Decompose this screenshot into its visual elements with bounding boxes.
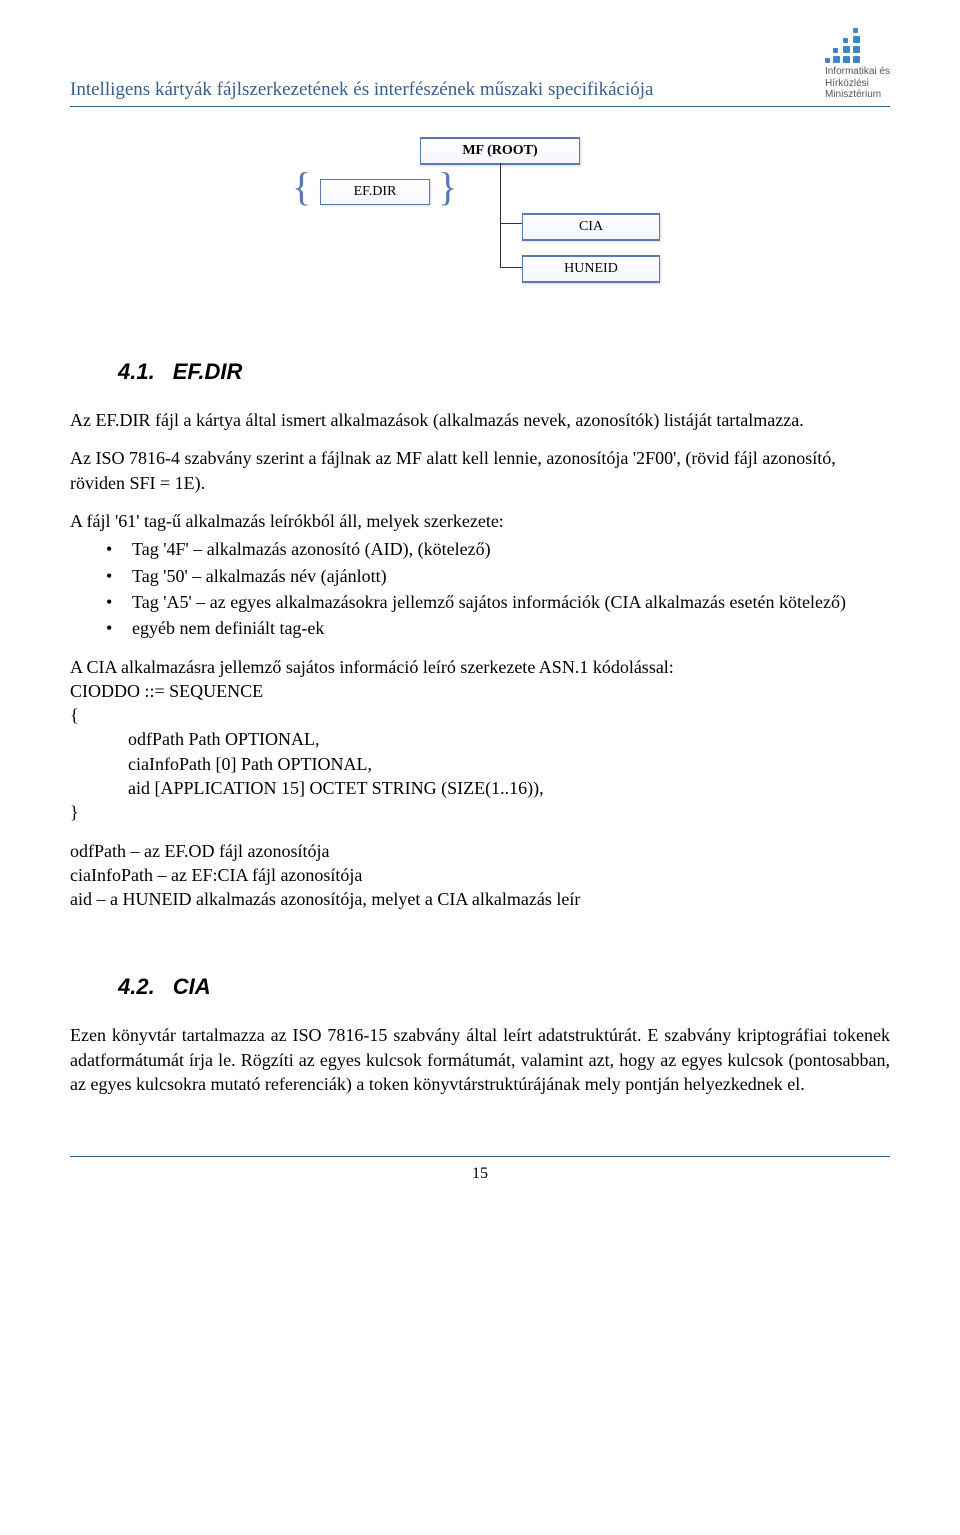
code-line: CIODDO ::= SEQUENCE: [70, 681, 263, 701]
section-4-2-heading: 4.2. CIA: [118, 972, 890, 1002]
brace-left-icon: {: [292, 167, 311, 207]
logo-dots-icon: [825, 28, 860, 63]
list-item: Tag '4F' – alkalmazás azonosító (AID), (…: [106, 537, 890, 561]
section-4-1-heading: 4.1. EF.DIR: [118, 357, 890, 387]
section-4-2-number: 4.2.: [118, 974, 155, 999]
logo: Informatikai és Hírközlési Minisztérium: [825, 28, 890, 101]
paragraph: odfPath – az EF.OD fájl azonosítója: [70, 839, 890, 863]
diagram-node-huneid: HUNEID: [522, 255, 660, 284]
diagram-node-efdir: EF.DIR: [320, 179, 430, 206]
section-4-1-title: EF.DIR: [173, 359, 243, 384]
logo-text-2: Hírközlési: [825, 78, 890, 90]
page-footer: 15: [70, 1156, 890, 1185]
file-structure-diagram: MF (ROOT) { EF.DIR } CIA HUNEID: [70, 137, 890, 317]
code-line: odfPath Path OPTIONAL,: [70, 727, 890, 751]
page-title: Intelligens kártyák fájlszerkezetének és…: [70, 77, 653, 103]
page-header: Intelligens kártyák fájlszerkezetének és…: [70, 28, 890, 107]
paragraph: ciaInfoPath – az EF:CIA fájl azonosítója: [70, 863, 890, 887]
paragraph: Ezen könyvtár tartalmazza az ISO 7816-15…: [70, 1023, 890, 1096]
brace-right-icon: }: [438, 167, 457, 207]
code-line: }: [70, 802, 79, 822]
paragraph: Az ISO 7816-4 szabvány szerint a fájlnak…: [70, 446, 890, 495]
paragraph: aid – a HUNEID alkalmazás azonosítója, m…: [70, 887, 890, 911]
paragraph: Az EF.DIR fájl a kártya által ismert alk…: [70, 408, 890, 432]
page-number: 15: [472, 1165, 488, 1182]
paragraph: A fájl '61' tag-ű alkalmazás leírókból á…: [70, 509, 890, 533]
code-line: ciaInfoPath [0] Path OPTIONAL,: [70, 752, 890, 776]
logo-text-1: Informatikai és: [825, 66, 890, 78]
section-4-2-title: CIA: [173, 974, 211, 999]
asn1-code: CIODDO ::= SEQUENCE { odfPath Path OPTIO…: [70, 679, 890, 825]
section-4-1-number: 4.1.: [118, 359, 155, 384]
list-item: Tag '50' – alkalmazás név (ajánlott): [106, 564, 890, 588]
paragraph: A CIA alkalmazásra jellemző sajátos info…: [70, 655, 890, 679]
code-line: aid [APPLICATION 15] OCTET STRING (SIZE(…: [70, 776, 890, 800]
code-line: {: [70, 705, 79, 725]
tag-list: Tag '4F' – alkalmazás azonosító (AID), (…: [106, 537, 890, 640]
diagram-node-root: MF (ROOT): [420, 137, 580, 166]
diagram-node-cia: CIA: [522, 213, 660, 242]
list-item: egyéb nem definiált tag-ek: [106, 616, 890, 640]
list-item: Tag 'A5' – az egyes alkalmazásokra jelle…: [106, 590, 890, 614]
logo-text-3: Minisztérium: [825, 89, 890, 101]
